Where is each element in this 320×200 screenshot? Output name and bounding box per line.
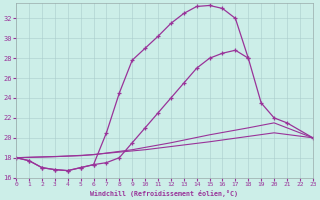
- X-axis label: Windchill (Refroidissement éolien,°C): Windchill (Refroidissement éolien,°C): [91, 190, 238, 197]
